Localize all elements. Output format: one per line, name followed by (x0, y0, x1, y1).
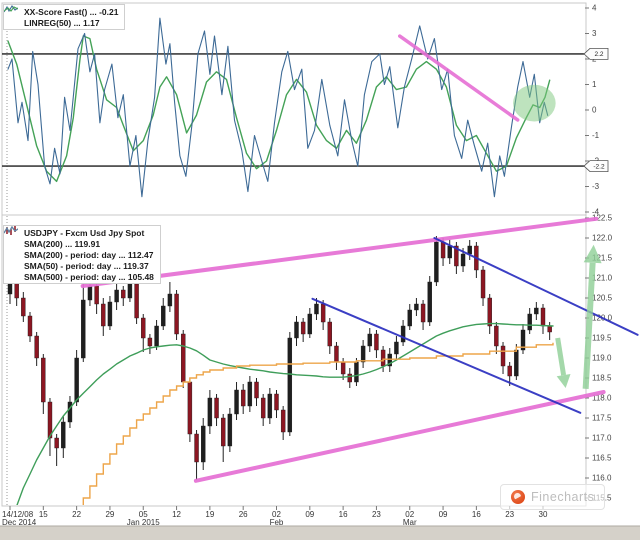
legend-row-score[interactable]: XX-Score Fast() ... -0.21 (4, 5, 119, 17)
svg-text:2.2: 2.2 (594, 51, 603, 58)
svg-text:116.0: 116.0 (592, 474, 612, 483)
svg-text:22: 22 (72, 510, 81, 519)
svg-text:30: 30 (539, 510, 548, 519)
svg-text:23: 23 (372, 510, 381, 519)
linreg-line-icon (4, 6, 21, 27)
finecharts-watermark: Finecharts (500, 484, 606, 510)
channel-upper-trendline[interactable] (80, 216, 599, 288)
legend-label: USDJPY - Fxcm Usd Jpy Spot (24, 227, 145, 238)
sma200-line-icon (4, 226, 21, 248)
svg-text:121.0: 121.0 (592, 274, 613, 283)
svg-text:12: 12 (172, 510, 181, 519)
x-axis: 14/12/08 15 22 29 05 12 19 26 02 09 16 23 02 09 16 23 30… (2, 506, 548, 527)
oscillator-y-axis: 43210-1-2-3-4 (585, 4, 600, 217)
svg-text:05: 05 (139, 510, 148, 519)
svg-text:09: 09 (439, 510, 448, 519)
legend-label: SMA(200) - period: day ... 112.47 (24, 249, 154, 260)
sma50-line-icon (4, 226, 21, 270)
threshold-tag: -2.2 (583, 160, 609, 173)
svg-text:4: 4 (592, 4, 597, 13)
oscillator-trendline[interactable] (398, 34, 520, 122)
svg-text:-4: -4 (592, 208, 600, 217)
score-line-icon (4, 5, 21, 16)
svg-text:02: 02 (405, 510, 414, 519)
svg-text:0: 0 (592, 106, 597, 115)
svg-text:19: 19 (205, 510, 214, 519)
highlight-ellipse[interactable] (513, 84, 556, 122)
legend-label: SMA(50) - period: day ... 119.37 (24, 260, 149, 271)
svg-text:3: 3 (592, 29, 597, 38)
svg-text:1: 1 (592, 80, 597, 89)
channel-lower-trendline[interactable] (193, 390, 606, 483)
legend-row-sma200-day[interactable]: SMA(200) - period: day ... 112.47 (4, 226, 154, 260)
legend-row-sma50-day[interactable]: SMA(50) - period: day ... 119.37 (4, 226, 154, 271)
svg-text:29: 29 (105, 510, 114, 519)
oscillator-panel[interactable] (1, 2, 587, 216)
svg-text:14/12/08: 14/12/08 (2, 510, 34, 519)
svg-text:-3: -3 (592, 182, 600, 191)
legend-row-linreg[interactable]: LINREG(50) ... 1.17 (4, 6, 118, 28)
svg-text:26: 26 (239, 510, 248, 519)
finecharts-logo-icon (511, 490, 525, 504)
svg-text:117.0: 117.0 (592, 434, 612, 443)
svg-text:-1: -1 (592, 131, 600, 140)
svg-text:117.5: 117.5 (592, 414, 612, 423)
svg-text:Feb: Feb (270, 518, 284, 527)
svg-text:122.0: 122.0 (592, 234, 613, 243)
svg-text:15: 15 (39, 510, 48, 519)
svg-text:-2.2: -2.2 (593, 163, 605, 170)
oscillator-legend[interactable]: XX-Score Fast() ... -0.21 LINREG(50) ...… (3, 4, 126, 30)
legend-row-symbol[interactable]: USDJPY - Fxcm Usd Jpy Spot (6, 226, 154, 238)
legend-label: LINREG(50) ... 1.17 (24, 17, 100, 28)
threshold-tag: 2.2 (583, 48, 609, 60)
svg-text:Mar: Mar (403, 518, 417, 527)
up-arrow-annotation[interactable] (582, 244, 602, 389)
down-arrow-annotation[interactable] (555, 337, 571, 388)
sma200-day-line-icon (4, 226, 21, 259)
svg-text:16: 16 (339, 510, 348, 519)
wedge-lower-trendline[interactable] (311, 297, 582, 414)
svg-text:16: 16 (472, 510, 481, 519)
svg-text:Jan 2015: Jan 2015 (127, 518, 160, 527)
svg-text:122.5: 122.5 (592, 214, 613, 223)
candlestick-series (7, 236, 552, 480)
svg-text:09: 09 (305, 510, 314, 519)
legend-label: SMA(200) ... 119.91 (24, 238, 101, 249)
svg-text:118.0: 118.0 (592, 394, 612, 403)
sma200-line (16, 322, 554, 505)
oscillator-line (7, 17, 549, 198)
svg-text:23: 23 (505, 510, 514, 519)
price-legend[interactable]: USDJPY - Fxcm Usd Jpy Spot SMA(200) ... … (3, 225, 161, 284)
legend-row-sma200[interactable]: SMA(200) ... 119.91 (4, 226, 154, 249)
svg-text:02: 02 (272, 510, 281, 519)
watermark-text: Finecharts (531, 490, 595, 504)
svg-text:120.5: 120.5 (592, 294, 613, 303)
svg-text:118.5: 118.5 (592, 374, 612, 383)
svg-text:Dec 2014: Dec 2014 (2, 518, 37, 527)
sma50-line (82, 342, 554, 505)
svg-text:116.5: 116.5 (592, 454, 612, 463)
sma500-line-icon (4, 226, 21, 281)
svg-text:121.5: 121.5 (592, 254, 613, 263)
svg-text:119.5: 119.5 (592, 334, 612, 343)
svg-text:119.0: 119.0 (592, 354, 612, 363)
legend-label: SMA(500) - period: day ... 105.48 (24, 271, 154, 282)
legend-row-sma500-day[interactable]: SMA(500) - period: day ... 105.48 (4, 226, 154, 282)
legend-label: XX-Score Fast() ... -0.21 (24, 6, 119, 17)
wedge-upper-trendline[interactable] (433, 237, 639, 336)
